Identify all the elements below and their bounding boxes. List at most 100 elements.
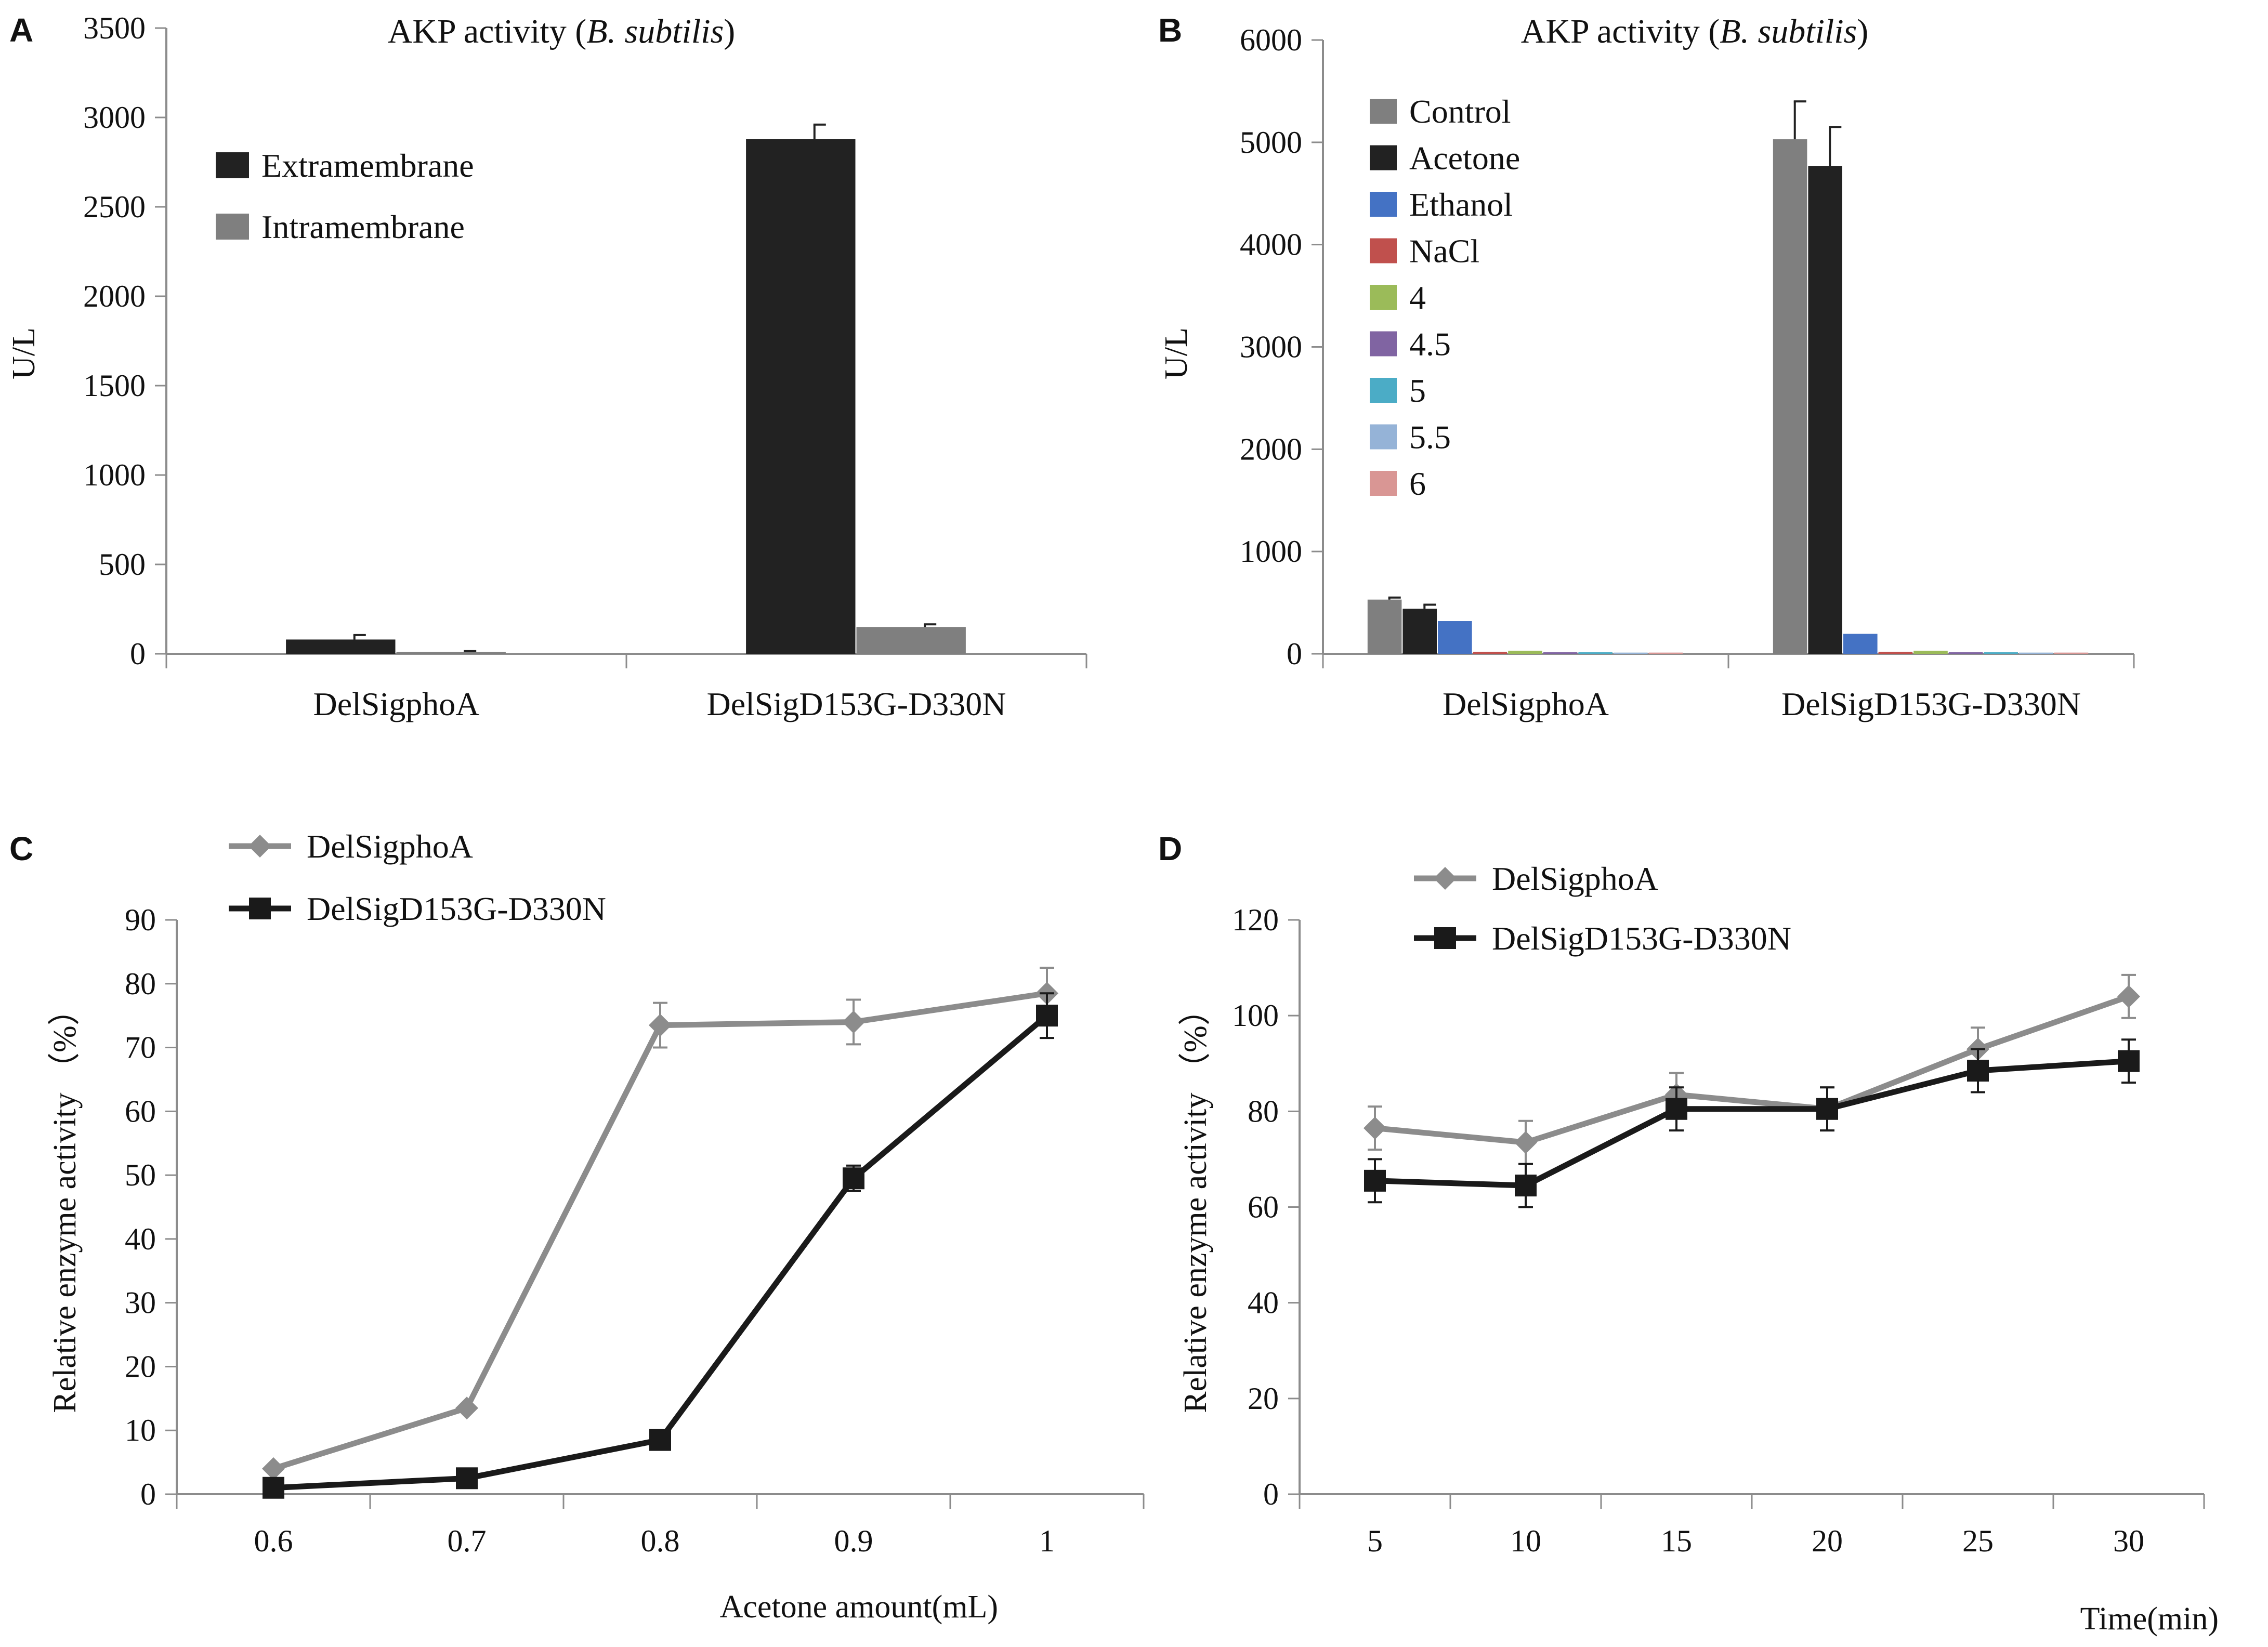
c-y-tick-label: 10 <box>125 1413 156 1447</box>
legend-label: DelSigD153G-D330N <box>1492 920 1791 957</box>
legend-swatch <box>1370 145 1397 170</box>
a-y-tick-label: 0 <box>130 637 146 671</box>
legend-swatch <box>1370 331 1397 357</box>
d-point-delsigd153g-d330n-4 <box>1967 1060 1989 1082</box>
d-point-delsigd153g-d330n-0 <box>1364 1169 1386 1192</box>
c-line-delsigphoa <box>272 990 1047 1472</box>
c-point-delsigphoa-1 <box>455 1396 478 1420</box>
b-bar-6-0 <box>1648 652 1683 654</box>
legend-swatch <box>1370 238 1397 263</box>
d-line-delsigphoa <box>1374 994 2130 1145</box>
legend-label: 5 <box>1409 372 1426 409</box>
b-y-tick-label: 3000 <box>1240 330 1302 364</box>
c-point-delsigd153g-d330n-0 <box>263 1477 284 1499</box>
b-y-tick-label: 2000 <box>1240 432 1302 466</box>
b-bar-nacl-1 <box>1878 652 1913 654</box>
title-main: AKP activity ( <box>1521 12 1720 50</box>
b-bar-ethanol-1 <box>1843 634 1878 654</box>
d-y-tick-label: 60 <box>1248 1190 1279 1224</box>
b-y-tick-label: 0 <box>1287 637 1302 671</box>
b-bar-4-5-0 <box>1543 652 1578 654</box>
d-y-tick-label: 80 <box>1248 1094 1279 1128</box>
b-bar-4-1 <box>1913 651 1948 654</box>
b-bar-4-5-1 <box>1948 652 1983 654</box>
d-point-delsigphoa-1 <box>1514 1131 1537 1154</box>
c-y-tick-label: 90 <box>125 903 156 937</box>
c-point-delsigd153g-d330n-3 <box>843 1167 864 1190</box>
legend-label: 6 <box>1409 465 1426 502</box>
b-bar-nacl-0 <box>1473 652 1507 654</box>
b-y-tick-label: 6000 <box>1240 23 1302 57</box>
d-x-tick-label: 20 <box>1812 1524 1843 1558</box>
c-x-tick-label: 0.8 <box>641 1524 680 1558</box>
legend-marker <box>1434 927 1456 949</box>
a-bar-intramembrane-1 <box>856 627 966 654</box>
c-point-delsigphoa-0 <box>262 1457 285 1480</box>
b-x-tick-label: DelSigphoA <box>1443 686 1609 722</box>
y-axis-label-d: Relative enzyme activity （%） <box>1178 993 1213 1413</box>
a-bar-intramembrane-0 <box>396 652 506 654</box>
legend-label: DelSigphoA <box>1492 860 1658 897</box>
title-species: B. subtilis <box>1720 12 1857 50</box>
a-x-tick-label: DelSigD153G-D330N <box>707 686 1006 722</box>
panel-letter-d: D <box>1158 830 1182 867</box>
panel-d: D Relative enzyme activity （%） Time(min) 0 2… <box>1158 830 2219 1637</box>
legend-label: Control <box>1409 93 1511 130</box>
y-axis-label-c: Relative enzyme activity （%） <box>47 993 83 1413</box>
legend-swatch <box>1370 378 1397 403</box>
a-x-tick-label: DelSigphoA <box>313 686 480 722</box>
b-bar-5-0 <box>1578 652 1612 654</box>
legend-label: Intramembrane <box>261 208 465 245</box>
a-y-tick-label: 2500 <box>83 190 146 224</box>
d-point-delsigd153g-d330n-3 <box>1816 1098 1838 1120</box>
d-point-delsigphoa-0 <box>1364 1116 1386 1140</box>
legend-swatch <box>216 152 249 178</box>
c-point-delsigphoa-2 <box>649 1013 672 1037</box>
legend-swatch <box>1370 424 1397 450</box>
b-bar-control-1 <box>1773 139 1807 654</box>
panel-b: B AKP activity (B. subtilis) U/L 0 1000 2000 3… <box>1158 11 2135 722</box>
legend-marker <box>1434 867 1457 890</box>
d-point-delsigd153g-d330n-1 <box>1515 1175 1537 1197</box>
d-y-tick-label: 120 <box>1232 903 1279 937</box>
c-x-tick-label: 0.9 <box>834 1524 873 1558</box>
title-end: ) <box>724 12 735 50</box>
panel-letter-b: B <box>1158 11 1182 49</box>
a-y-tick-label: 500 <box>99 547 146 582</box>
b-bar-5-5-0 <box>1614 652 1648 654</box>
c-y-tick-label: 30 <box>125 1286 156 1320</box>
c-line-delsigd153g-d330n <box>273 1013 1049 1491</box>
legend-label: Extramembrane <box>261 147 474 184</box>
legend-label: DelSigphoA <box>307 828 473 865</box>
c-y-tick-label: 70 <box>125 1031 156 1065</box>
b-bar-6-1 <box>2054 652 2089 654</box>
legend-marker <box>248 835 271 858</box>
legend-swatch <box>1370 285 1397 310</box>
b-bar-5-5-1 <box>2019 652 2053 654</box>
d-point-delsigd153g-d330n-5 <box>2118 1050 2140 1072</box>
title-species: B. subtilis <box>586 12 724 50</box>
b-bar-5-1 <box>1984 652 2018 654</box>
d-x-tick-label: 5 <box>1367 1524 1383 1558</box>
b-bar-4-0 <box>1508 651 1542 654</box>
a-y-tick-label: 3000 <box>83 100 146 135</box>
x-axis-label-d: Time(min) <box>2080 1601 2219 1637</box>
b-bar-ethanol-0 <box>1438 621 1472 654</box>
y-axis-label-b: U/L <box>1159 327 1194 379</box>
chart-title-a: AKP activity (B. subtilis) <box>388 12 736 50</box>
legend-swatch <box>1370 471 1397 496</box>
panel-c: C Relative enzyme activity （%） Acetone amo… <box>9 828 1145 1625</box>
b-x-tick-label: DelSigD153G-D330N <box>1781 686 2081 722</box>
b-y-tick-label: 1000 <box>1240 534 1302 569</box>
c-y-tick-label: 60 <box>125 1094 156 1128</box>
legend-label: Acetone <box>1409 140 1520 177</box>
legend-c: DelSigphoA DelSigD153G-D330N <box>229 828 606 927</box>
d-y-tick-label: 100 <box>1232 998 1279 1033</box>
legend-swatch <box>1370 99 1397 124</box>
a-bar-extramembrane-1 <box>746 139 856 654</box>
title-end: ) <box>1857 12 1868 50</box>
legend-label: Ethanol <box>1409 186 1513 223</box>
d-point-delsigphoa-5 <box>2117 985 2140 1008</box>
legend-label: 4.5 <box>1409 326 1451 363</box>
